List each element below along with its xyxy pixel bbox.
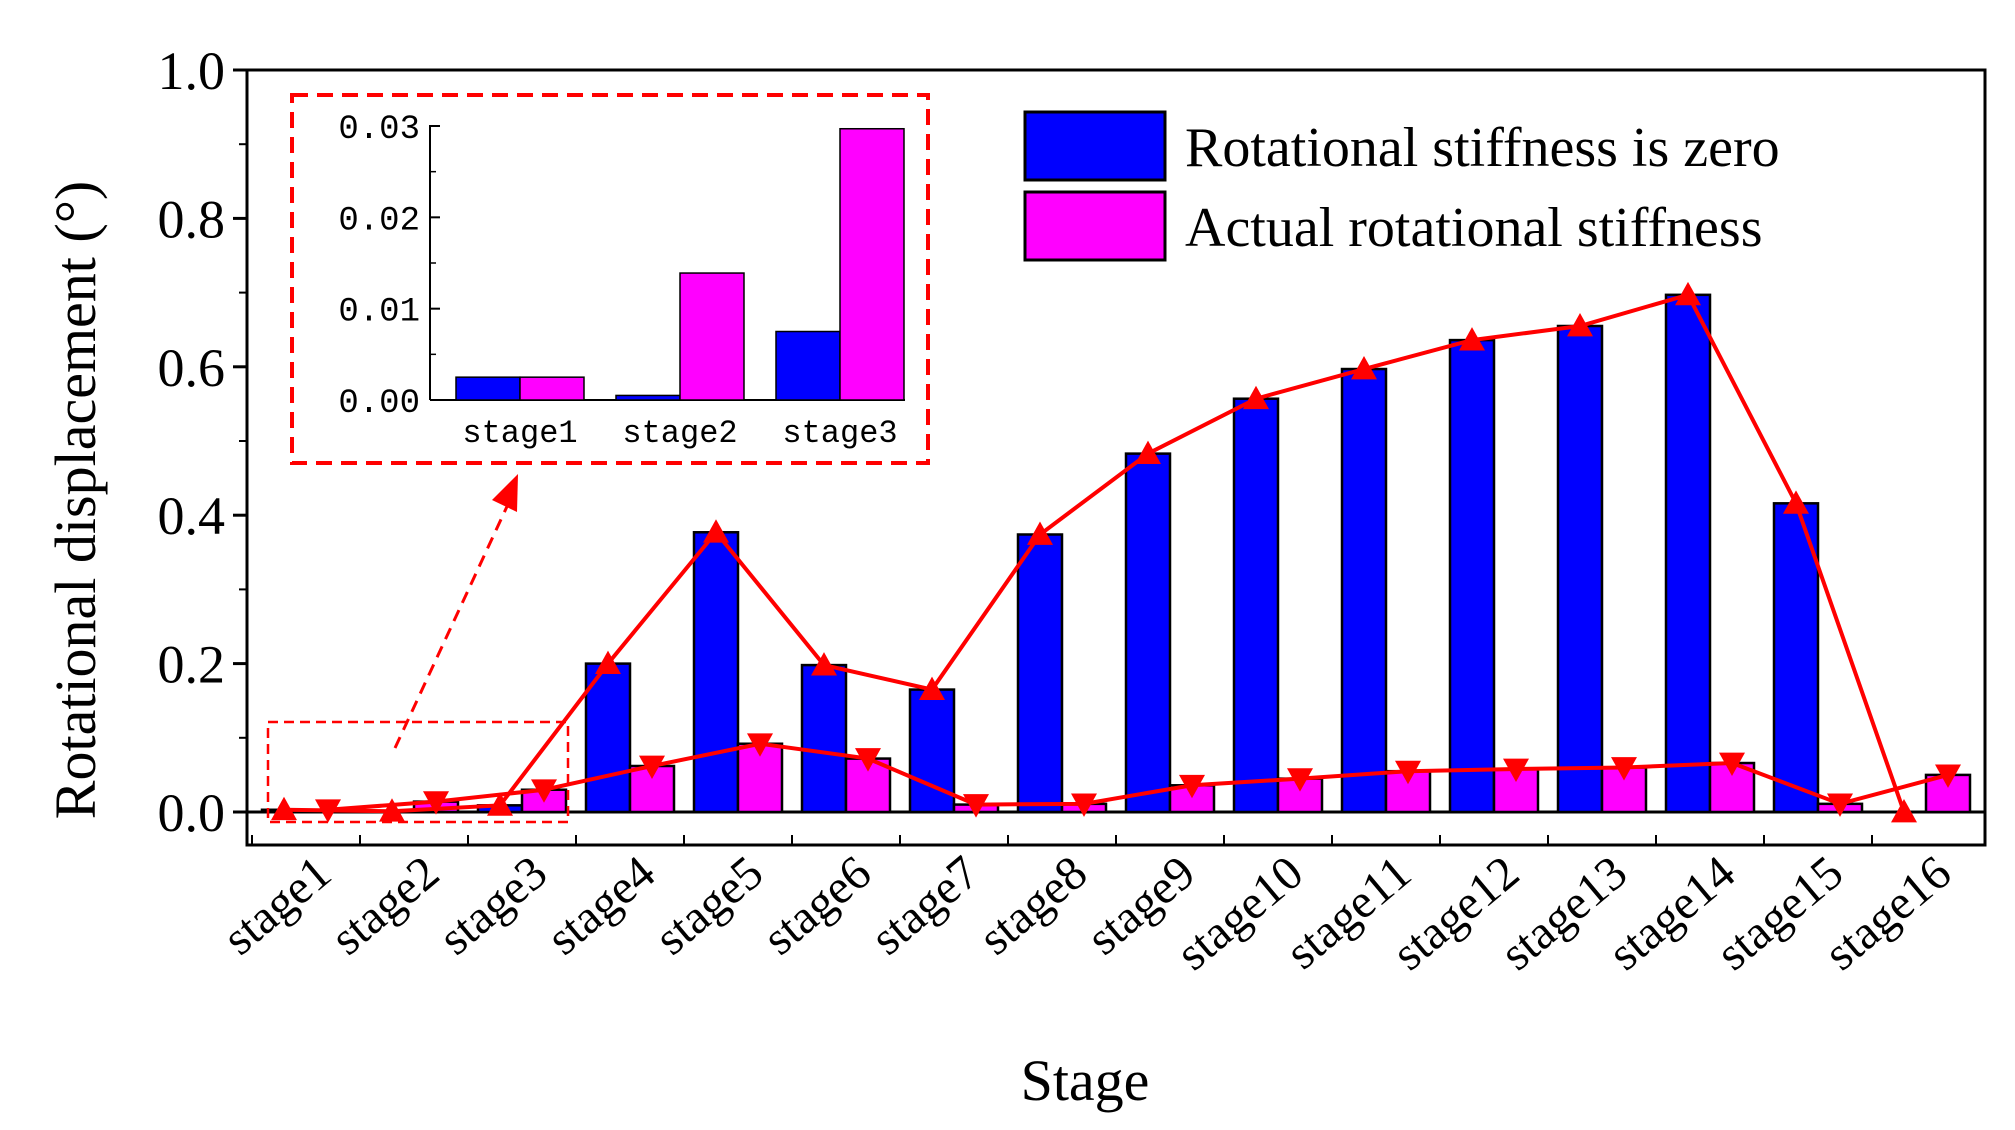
- trend-marker-actual: [1935, 764, 1961, 788]
- inset-x-tick-label: stage3: [782, 415, 897, 452]
- inset-y-tick-label: 0.00: [338, 385, 420, 423]
- trend-marker-actual: [1503, 758, 1529, 782]
- legend: Rotational stiffness is zero Actual rota…: [1023, 110, 1780, 262]
- trend-marker-actual: [1179, 774, 1205, 799]
- x-tick-label: stage3: [429, 846, 557, 965]
- trend-marker-zero: [379, 798, 405, 822]
- trend-marker-zero: [1459, 327, 1485, 351]
- x-axis: stage1stage2stage3stage4stage5stage6stag…: [213, 835, 1961, 981]
- bar-rotational-stiffness-zero: [1664, 293, 1712, 814]
- bars: [260, 293, 1972, 814]
- bar-rotational-stiffness-zero: [692, 531, 740, 814]
- trend-marker-actual: [747, 733, 773, 757]
- y-tick-label: 0.0: [158, 783, 226, 843]
- trend-marker-zero: [1027, 521, 1053, 545]
- trend-marker-zero: [1351, 356, 1377, 380]
- highlight-box: [266, 720, 570, 824]
- x-tick-label: stage7: [861, 846, 989, 965]
- inset-bar-rotational-stiffness-zero: [615, 394, 681, 401]
- trend-marker-actual: [315, 799, 341, 823]
- trend-marker-zero: [919, 676, 945, 700]
- inset-bar-actual-rotational-stiffness: [519, 376, 585, 401]
- trend-marker-zero: [595, 650, 621, 674]
- y-tick-label: 0.6: [158, 338, 226, 398]
- x-tick-label: stage8: [969, 846, 1097, 965]
- x-tick-label: stage16: [1815, 846, 1961, 981]
- y-tick-label: 0.4: [158, 486, 226, 546]
- bar-rotational-stiffness-zero: [1016, 533, 1064, 814]
- trend-marker-zero: [1783, 490, 1809, 514]
- inset: 0.00 0.01 0.02 0.03 stage1 stage2 stage3: [290, 93, 930, 465]
- x-tick-label: stage1: [213, 846, 341, 965]
- trend-marker-actual: [1071, 793, 1097, 817]
- inset-bar-rotational-stiffness-zero: [455, 376, 521, 401]
- inset-y-tick-label: 0.02: [338, 202, 420, 240]
- inset-y-tick-label: 0.03: [338, 111, 420, 149]
- inset-bar-actual-rotational-stiffness: [839, 127, 905, 401]
- inset-x-tick-label: stage1: [462, 415, 577, 452]
- bar-rotational-stiffness-zero: [1556, 324, 1604, 814]
- bar-rotational-stiffness-zero: [1340, 367, 1388, 814]
- zoom-arrow: [393, 499, 512, 749]
- inset-x-tick-label: stage2: [622, 415, 737, 452]
- trend-marker-actual: [639, 755, 665, 779]
- trend-marker-actual: [1287, 768, 1313, 792]
- y-axis: 0.0 0.2 0.4 0.6 0.8 1.0: [158, 41, 247, 843]
- legend-swatch-rotational-stiffness-zero: [1023, 110, 1167, 182]
- trend-marker-actual: [1827, 793, 1853, 817]
- trend-marker-zero: [1675, 281, 1701, 306]
- inset-frame: [290, 93, 930, 465]
- legend-label-rotational-stiffness-zero: Rotational stiffness is zero: [1185, 117, 1780, 179]
- trend-marker-zero: [703, 519, 729, 543]
- bar-actual-rotational-stiffness: [1492, 767, 1540, 814]
- trend-marker-actual: [855, 748, 881, 772]
- inset-y-tick-label: 0.01: [338, 294, 420, 332]
- trend-marker-actual: [423, 791, 449, 815]
- trend-marker-zero: [1135, 440, 1161, 465]
- legend-label-actual-rotational-stiffness: Actual rotational stiffness: [1185, 197, 1763, 259]
- legend-swatch-actual-rotational-stiffness: [1023, 190, 1167, 262]
- trend-marker-actual: [1611, 757, 1637, 781]
- trend-marker-zero: [271, 796, 297, 821]
- trend-marker-zero: [1243, 385, 1269, 410]
- inset-y-axis: 0.00 0.01 0.02 0.03: [338, 111, 440, 423]
- x-tick-label: stage6: [753, 846, 881, 965]
- trend-marker-zero: [1567, 312, 1593, 337]
- bar-rotational-stiffness-zero: [1772, 502, 1820, 814]
- x-tick-label: stage10: [1167, 846, 1313, 981]
- trend-marker-zero: [811, 652, 837, 676]
- x-tick-label: stage5: [645, 846, 773, 965]
- x-axis-label: Stage: [1021, 1048, 1150, 1113]
- bar-rotational-stiffness-zero: [800, 663, 848, 814]
- inset-bar-rotational-stiffness-zero: [775, 330, 841, 401]
- y-tick-label: 1.0: [158, 41, 226, 101]
- y-tick-label: 0.2: [158, 635, 226, 695]
- x-tick-label: stage4: [537, 846, 665, 965]
- bar-rotational-stiffness-zero: [1448, 338, 1496, 814]
- zoom-arrow-head: [492, 474, 518, 512]
- y-axis-label: Rotational displacement (°): [43, 181, 108, 819]
- inset-bars: [455, 127, 905, 401]
- x-tick-label: stage2: [321, 846, 449, 965]
- trend-marker-actual: [1719, 752, 1745, 777]
- inset-bar-actual-rotational-stiffness: [679, 272, 745, 401]
- trend-line-actual: [327, 741, 1949, 812]
- trend-marker-actual: [963, 794, 989, 818]
- bar-rotational-stiffness-zero: [1124, 452, 1172, 814]
- bar-rotational-stiffness-zero: [1232, 397, 1280, 814]
- trend-marker-zero: [487, 792, 513, 816]
- trend-marker-actual: [1395, 760, 1421, 785]
- trend-marker-zero: [1891, 799, 1917, 823]
- trend-lines: [271, 281, 1961, 823]
- inset-x-axis: stage1 stage2 stage3: [462, 415, 897, 452]
- trend-marker-actual: [531, 779, 557, 803]
- y-tick-label: 0.8: [158, 189, 226, 249]
- trend-line-zero: [283, 292, 1906, 814]
